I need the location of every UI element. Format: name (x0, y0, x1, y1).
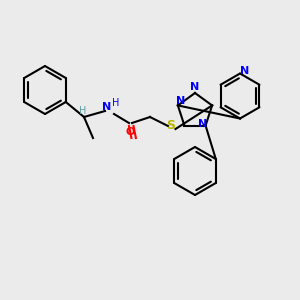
Text: H: H (79, 106, 86, 116)
Text: N: N (198, 119, 207, 129)
Text: N: N (102, 101, 111, 112)
Text: O: O (126, 127, 135, 137)
Text: H: H (112, 98, 119, 109)
Text: N: N (176, 96, 185, 106)
Text: S: S (167, 119, 176, 132)
Text: N: N (240, 65, 249, 76)
Text: N: N (190, 82, 200, 92)
